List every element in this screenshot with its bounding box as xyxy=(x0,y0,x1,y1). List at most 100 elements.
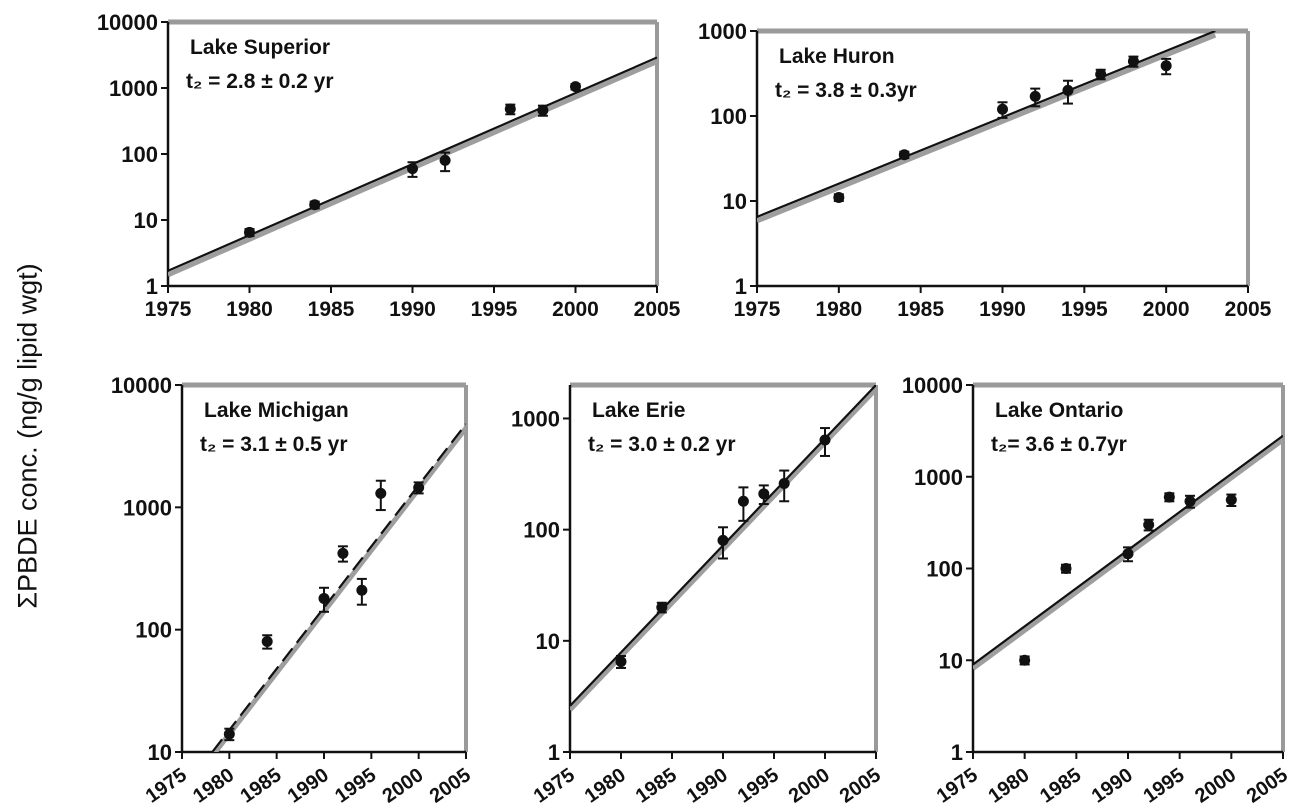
data-point xyxy=(1029,90,1041,102)
panel-title: Lake Michigan xyxy=(204,399,349,422)
y-tick-label: 1000 xyxy=(511,406,560,431)
data-point xyxy=(504,103,516,115)
x-tick-label: 1985 xyxy=(236,764,285,808)
data-point xyxy=(1062,84,1074,96)
data-point xyxy=(1143,519,1155,531)
x-tick-label: 2000 xyxy=(552,298,599,321)
data-point xyxy=(615,656,627,668)
x-tick-label: 1980 xyxy=(226,298,273,321)
y-tick-label: 10 xyxy=(536,629,560,654)
data-point xyxy=(318,592,330,604)
x-tick-label: 2005 xyxy=(1225,298,1272,321)
data-point xyxy=(1122,548,1134,560)
data-point xyxy=(758,488,770,500)
y-tick-label: 1000 xyxy=(123,495,172,520)
data-point xyxy=(375,487,387,499)
panel-title: Lake Superior xyxy=(190,36,330,59)
x-tick-label: 1975 xyxy=(734,298,781,321)
y-tick-label: 100 xyxy=(710,104,747,129)
x-tick-label: 1975 xyxy=(530,764,579,808)
y-tick-label: 10000 xyxy=(902,373,963,398)
chart-panel-1: 1 10 100 1000 10000 1975 1980 1985 1990 1995 2000 2… xyxy=(97,10,681,321)
chart-panel-2: 1 10 100 1000 1975 1980 1985 1990 1995 2000 2005 La… xyxy=(698,19,1272,321)
x-tick-label: 1990 xyxy=(389,298,436,321)
x-tick-label: 1995 xyxy=(1139,764,1188,808)
y-tick-label: 1000 xyxy=(109,76,158,101)
data-point xyxy=(1160,60,1172,72)
x-tick-label: 2005 xyxy=(426,764,475,808)
data-point xyxy=(439,154,451,166)
x-tick-label: 2000 xyxy=(785,764,834,808)
data-point xyxy=(1060,563,1072,574)
data-point xyxy=(997,103,1008,115)
data-point xyxy=(1127,55,1139,67)
x-tick-label: 1980 xyxy=(581,764,630,808)
half-life-annotation: t₂ = 3.8 ± 0.3yr xyxy=(775,79,917,102)
y-tick-label: 1000 xyxy=(698,19,747,44)
data-point xyxy=(898,149,910,161)
x-tick-label: 1980 xyxy=(815,298,862,321)
data-point xyxy=(1095,68,1107,80)
data-point xyxy=(570,81,581,93)
x-tick-label: 1975 xyxy=(933,764,982,808)
x-tick-label: 2000 xyxy=(1143,298,1190,321)
data-point xyxy=(1184,495,1196,507)
x-tick-label: 1985 xyxy=(897,298,944,321)
y-tick-label: 1 xyxy=(951,740,963,765)
confidence-band xyxy=(757,32,1217,224)
y-tick-label: 10 xyxy=(939,648,963,673)
x-tick-label: 2005 xyxy=(634,298,681,321)
half-life-annotation: t₂ = 3.1 ± 0.5 yr xyxy=(200,433,348,456)
data-point xyxy=(244,226,255,238)
y-tick-label: 10 xyxy=(134,208,158,233)
confidence-band xyxy=(212,426,466,752)
panel-title: Lake Huron xyxy=(779,45,895,68)
x-tick-label: 1975 xyxy=(142,764,191,808)
chart-panel-4: 1 10 100 1000 1975 1980 1985 1990 1995 2000 2005 La… xyxy=(511,382,885,808)
data-point xyxy=(537,104,549,116)
regression-line xyxy=(211,423,466,752)
data-point xyxy=(223,728,235,740)
x-tick-label: 1990 xyxy=(1088,764,1137,808)
half-life-annotation: t₂= 3.6 ± 0.7yr xyxy=(991,433,1127,456)
panel-title: Lake Erie xyxy=(592,399,685,422)
data-point xyxy=(309,199,321,211)
y-tick-label: 10000 xyxy=(111,373,172,398)
y-tick-label: 1 xyxy=(735,274,747,299)
data-point xyxy=(819,434,831,446)
x-tick-label: 2000 xyxy=(1191,764,1240,808)
data-point xyxy=(833,191,845,203)
x-tick-label: 2005 xyxy=(1243,764,1291,808)
x-tick-label: 1990 xyxy=(979,298,1026,321)
y-tick-label: 1 xyxy=(146,274,158,299)
data-point xyxy=(356,584,368,596)
chart-panel-5: 1 10 100 1000 10000 1975 1980 1985 1990 1995 2000 2… xyxy=(902,373,1291,808)
x-tick-label: 2000 xyxy=(378,764,427,808)
regression-group xyxy=(211,423,466,752)
x-tick-label: 2005 xyxy=(836,764,885,808)
x-tick-label: 1985 xyxy=(1036,764,1085,808)
x-tick-label: 1990 xyxy=(683,764,732,808)
y-tick-label: 10000 xyxy=(97,10,158,35)
data-point xyxy=(261,636,273,648)
y-tick-label: 10 xyxy=(723,189,747,214)
data-point xyxy=(1225,494,1237,506)
half-life-annotation: t₂ = 3.0 ± 0.2 yr xyxy=(588,433,736,456)
x-tick-label: 1995 xyxy=(331,764,380,808)
x-tick-label: 1990 xyxy=(284,764,333,808)
x-tick-label: 1995 xyxy=(734,764,783,808)
y-tick-label: 100 xyxy=(135,618,172,643)
data-point xyxy=(717,534,729,546)
x-tick-label: 1980 xyxy=(984,764,1033,808)
x-tick-label: 1995 xyxy=(471,298,518,321)
x-tick-label: 1985 xyxy=(632,764,681,808)
x-tick-label: 1985 xyxy=(308,298,355,321)
half-life-annotation: t₂ = 2.8 ± 0.2 yr xyxy=(186,70,334,93)
data-point xyxy=(656,601,668,613)
data-point xyxy=(1019,654,1031,666)
data-point xyxy=(737,495,749,507)
y-tick-label: 100 xyxy=(523,518,560,543)
y-tick-label: 100 xyxy=(926,557,963,582)
x-tick-label: 1975 xyxy=(145,298,192,321)
